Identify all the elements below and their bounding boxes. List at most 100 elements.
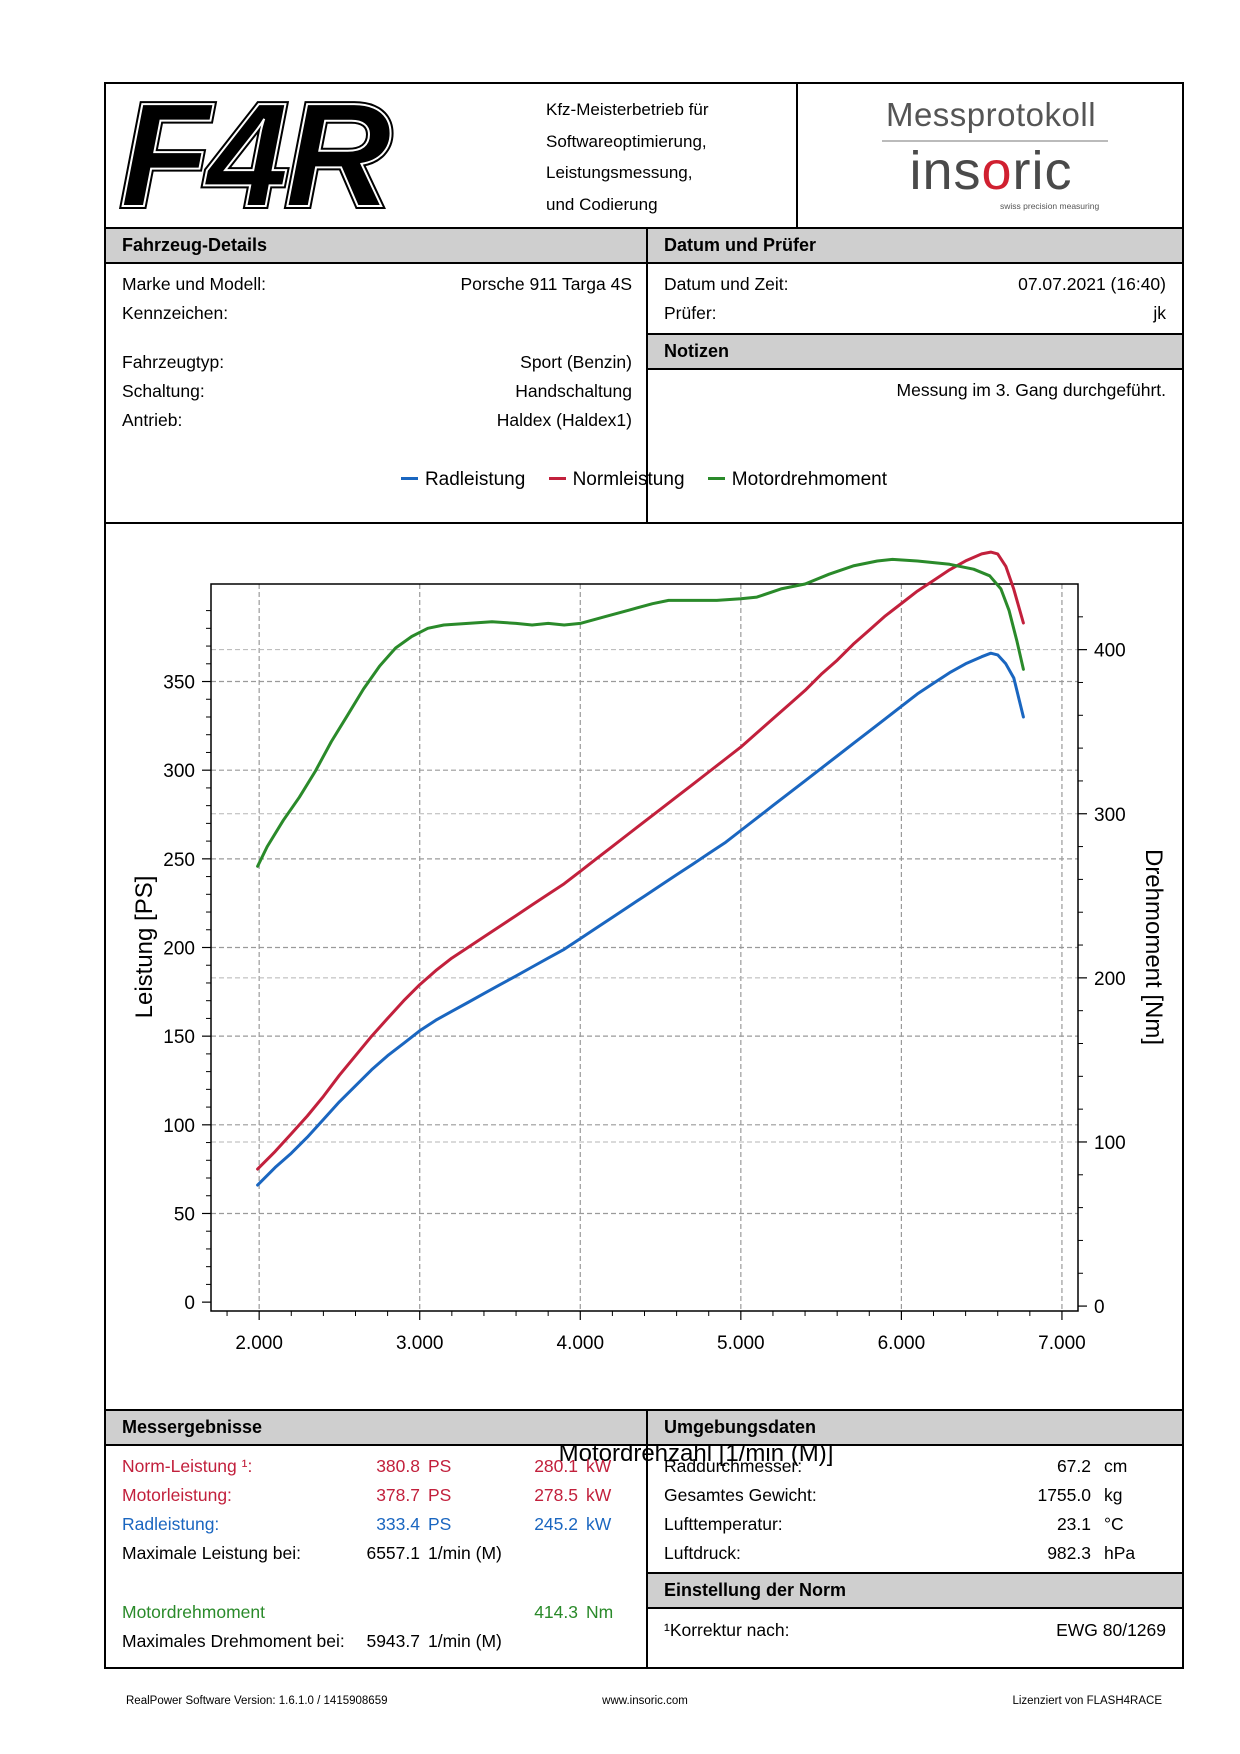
divider — [106, 1444, 1182, 1446]
legend-item: Radleistung — [400, 469, 526, 491]
gear-value: Handschaltung — [515, 381, 632, 401]
series-line-radleistung — [256, 651, 1025, 1187]
protocol-title: Messprotokoll — [885, 96, 1097, 133]
series-line-motordrehmoment — [256, 557, 1025, 868]
max-power-label: Maximale Leistung bei: — [122, 1543, 301, 1563]
y-tick-label: 150 — [163, 1027, 195, 1048]
y-tick-label: 300 — [163, 761, 195, 782]
make-model-label: Marke und Modell: — [122, 274, 266, 294]
logo-text-outline: F4R — [120, 84, 391, 227]
y2-tick-label: 400 — [1094, 641, 1126, 662]
brand-part: ric — [1012, 141, 1073, 201]
divider — [648, 1607, 1182, 1609]
footer-software: RealPower Software Version: 1.6.1.0 / 14… — [126, 1695, 388, 1707]
legend-label: Motordrehmoment — [731, 469, 888, 490]
x-tick-label: 2.000 — [235, 1333, 283, 1354]
air-temp-unit: °C — [1104, 1514, 1124, 1534]
wheel-diameter-unit: cm — [1104, 1456, 1128, 1476]
y-axis-label: Leistung [PS] — [131, 876, 158, 1019]
wheel-power-ps: 333.4 — [376, 1514, 420, 1534]
tester-value: jk — [1153, 303, 1166, 323]
make-model-value: Porsche 911 Targa 4S — [460, 274, 632, 294]
air-temp-value: 23.1 — [1056, 1514, 1091, 1534]
chart-legend: Radleistung Normleistung Motordrehmoment — [106, 469, 1182, 491]
legend-label: Normleistung — [572, 469, 685, 490]
insoric-logo: insoric — [798, 140, 1184, 202]
divider — [648, 333, 1182, 335]
unit-kw: kW — [586, 1485, 612, 1505]
unit-kw: kW — [586, 1514, 612, 1534]
section-header-notes: Notizen — [648, 335, 1182, 368]
wheel-power-label: Radleistung: — [122, 1514, 220, 1534]
brand-tagline: swiss precision measuring — [1000, 201, 1100, 211]
x-tick-label: 7.000 — [1038, 1333, 1086, 1354]
company-line: Softwareoptimierung, — [546, 131, 707, 151]
company-description: Kfz-Meisterbetrieb für Softwareoptimieru… — [516, 84, 796, 227]
legend-label: Radleistung — [424, 469, 526, 490]
brand-panel: Messprotokoll insoric swiss precision me… — [796, 84, 1184, 227]
y2-tick-label: 0 — [1094, 1297, 1105, 1318]
datetime-label: Datum und Zeit: — [664, 274, 789, 294]
norm-power-ps: 380.8 — [376, 1456, 420, 1476]
section-header-results: Messergebnisse — [106, 1411, 646, 1444]
protocol-frame: F4R F4R Kfz-Meisterbetrieb für Softwareo… — [104, 70, 1184, 1669]
torque-label: Motordrehmoment — [122, 1602, 265, 1622]
unit-ps: PS — [428, 1514, 452, 1534]
logo-text: F4R — [120, 84, 391, 227]
section-header-norm: Einstellung der Norm — [648, 1574, 1182, 1607]
company-line: und Codierung — [546, 194, 658, 214]
notes-text: Messung im 3. Gang durchgeführt. — [896, 380, 1166, 400]
y-tick-label: 100 — [163, 1116, 195, 1137]
legend-swatch — [548, 476, 566, 480]
divider — [106, 227, 1182, 229]
unit-kw: kW — [586, 1456, 612, 1476]
brand-divider — [882, 140, 1108, 142]
gear-label: Schaltung: — [122, 381, 205, 401]
max-torque-label: Maximales Drehmoment bei: — [122, 1631, 345, 1651]
weight-unit: kg — [1104, 1485, 1123, 1505]
unit-ps: PS — [428, 1485, 452, 1505]
brand-part: ins — [909, 141, 982, 201]
type-value: Sport (Benzin) — [520, 352, 632, 372]
motor-power-kw: 278.5 — [534, 1485, 578, 1505]
company-line: Kfz-Meisterbetrieb für — [546, 100, 709, 119]
divider — [648, 368, 1182, 370]
divider — [646, 229, 648, 522]
legend-item: Motordrehmoment — [707, 469, 888, 491]
air-pressure-unit: hPa — [1104, 1543, 1136, 1563]
footer-website[interactable]: www.insoric.com — [602, 1695, 688, 1707]
datetime-value: 07.07.2021 (16:40) — [1018, 274, 1166, 294]
section-header-environment: Umgebungsdaten — [648, 1411, 1182, 1444]
divider — [106, 262, 1182, 264]
x-tick-label: 6.000 — [878, 1333, 926, 1354]
wheel-diameter-value: 67.2 — [1056, 1456, 1091, 1476]
tester-label: Prüfer: — [664, 303, 717, 323]
chart-lines — [256, 550, 1025, 1187]
unit-ps: PS — [428, 1456, 452, 1476]
air-temp-label: Lufttemperatur: — [664, 1514, 783, 1534]
divider — [648, 1572, 1182, 1574]
correction-label: ¹Korrektur nach: — [664, 1620, 790, 1640]
series-line-normleistung — [256, 550, 1025, 1171]
chart-grid — [211, 584, 1078, 1311]
max-power-rpm: 6557.1 — [366, 1543, 420, 1563]
torque-unit: Nm — [586, 1602, 614, 1622]
correction-value: EWG 80/1269 — [1056, 1620, 1166, 1640]
y-tick-label: 0 — [184, 1293, 195, 1314]
weight-label: Gesamtes Gewicht: — [664, 1485, 817, 1505]
rpm-unit: 1/min (M) — [428, 1631, 502, 1651]
y2-tick-label: 300 — [1094, 805, 1126, 826]
drive-label: Antrieb: — [122, 410, 183, 430]
chart-ticks: 2.000 3.000 4.000 5.000 6.000 7.000 0 50 100 150 2… — [163, 610, 1126, 1354]
f4r-logo: F4R F4R — [106, 70, 516, 241]
norm-power-label: Norm-Leistung ¹: — [122, 1456, 253, 1476]
y2-tick-label: 200 — [1094, 969, 1126, 990]
y2-axis-label: Drehmoment [Nm] — [1140, 849, 1167, 1045]
x-tick-label: 3.000 — [396, 1333, 444, 1354]
weight-value: 1755.0 — [1037, 1485, 1091, 1505]
max-torque-rpm: 5943.7 — [366, 1631, 420, 1651]
wheel-diameter-label: Raddurchmesser: — [664, 1456, 803, 1476]
drive-value: Haldex (Haldex1) — [496, 410, 632, 430]
section-header-vehicle: Fahrzeug-Details — [106, 229, 646, 262]
section-header-date: Datum und Prüfer — [648, 229, 1182, 262]
